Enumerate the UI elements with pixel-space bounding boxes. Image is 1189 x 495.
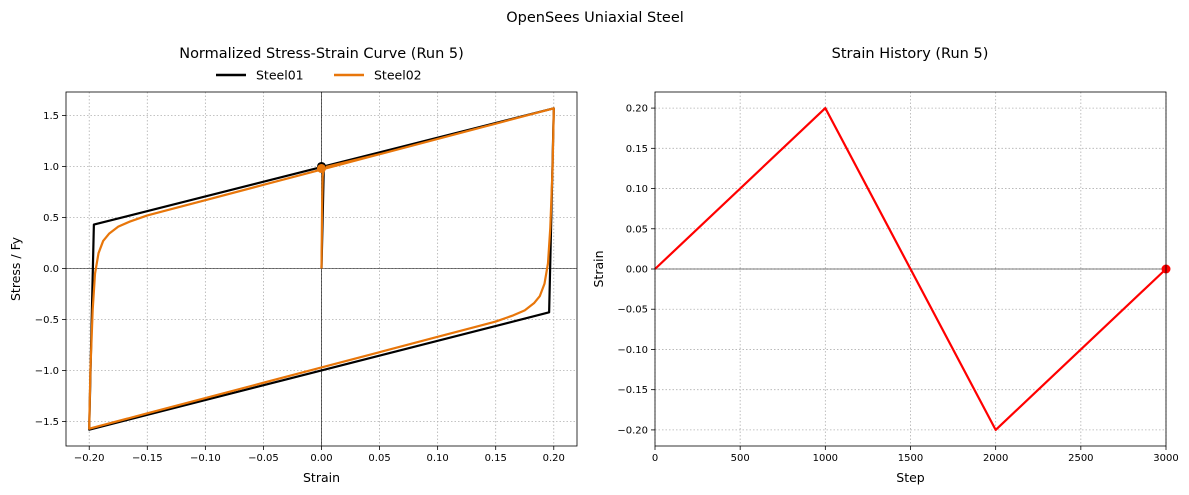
strain-history-y-tick-label: 0.05 xyxy=(626,224,648,235)
stress-strain-y-tick-label: 1.5 xyxy=(43,111,59,122)
strain-history-y-tick-label: −0.20 xyxy=(617,425,648,436)
stress-strain-y-tick-label: 0.0 xyxy=(43,264,59,275)
stress-strain-markers xyxy=(317,161,326,174)
stress-strain-x-tick-label: −0.05 xyxy=(248,453,279,464)
strain-history-y-tick-label: 0.10 xyxy=(626,184,648,195)
strain-history-y-tick-label: −0.10 xyxy=(617,345,648,356)
stress-strain-y-tick-label: 1.0 xyxy=(43,162,59,173)
stress-strain-lines xyxy=(88,107,555,431)
series-line-steel01 xyxy=(88,107,555,431)
strain-history-x-tick-label: 3000 xyxy=(1153,453,1178,464)
stress-strain-y-tick-label: −1.5 xyxy=(35,417,59,428)
strain-history-x-tick-label: 0 xyxy=(652,453,658,464)
strain-history-x-ticks: 0 500 1000 1500 2000 2500 3000 xyxy=(652,446,1179,464)
stress-strain-x-tick-label: −0.20 xyxy=(74,453,105,464)
series-line-strain xyxy=(654,106,1167,432)
strain-history-y-tick-label: −0.05 xyxy=(617,305,648,316)
strain-history-x-tick-label: 2500 xyxy=(1068,453,1093,464)
strain-history-x-tick-label: 500 xyxy=(731,453,750,464)
strain-history-y-label: Strain xyxy=(591,250,606,287)
stress-strain-y-tick-label: 0.5 xyxy=(43,213,59,224)
stress-strain-title: Normalized Stress-Strain Curve (Run 5) xyxy=(179,46,464,62)
strain-history-y-tick-label: 0.20 xyxy=(626,104,648,115)
stress-strain-x-tick-label: 0.00 xyxy=(310,453,332,464)
stress-strain-zero-lines xyxy=(66,92,577,446)
strain-history-x-label: Step xyxy=(896,470,925,485)
stress-strain-y-ticks: −1.5 −1.0 −0.5 0.0 0.5 1.0 1.5 xyxy=(35,111,66,428)
stress-strain-x-tick-label: 0.15 xyxy=(485,453,507,464)
legend-label-steel01: Steel01 xyxy=(256,68,304,83)
strain-history-x-tick-label: 2000 xyxy=(983,453,1008,464)
strain-history-x-tick-label: 1000 xyxy=(813,453,838,464)
figure-suptitle: OpenSees Uniaxial Steel xyxy=(506,10,684,26)
stress-strain-chart: Normalized Stress-Strain Curve (Run 5) −… xyxy=(8,46,578,485)
stress-strain-y-tick-label: −0.5 xyxy=(35,315,59,326)
strain-history-x-tick-label: 1500 xyxy=(898,453,923,464)
stress-strain-legend: Steel01 Steel02 xyxy=(216,68,422,83)
series-line-steel02 xyxy=(88,107,555,430)
stress-strain-y-label: Stress / Fy xyxy=(8,236,23,301)
series-marker-steel02 xyxy=(317,164,326,174)
stress-strain-x-ticks: −0.20 −0.15 −0.10 −0.05 0.00 0.05 0.10 0.15 0.20 xyxy=(74,446,565,464)
stress-strain-x-tick-label: −0.15 xyxy=(132,453,163,464)
legend-label-steel02: Steel02 xyxy=(374,68,422,83)
strain-history-chart: Strain History (Run 5) 0 500 1000 1500 2000 2… xyxy=(591,46,1179,485)
strain-history-y-tick-label: 0.00 xyxy=(626,265,648,276)
stress-strain-x-tick-label: 0.05 xyxy=(368,453,390,464)
stress-strain-x-tick-label: 0.10 xyxy=(427,453,449,464)
stress-strain-x-label: Strain xyxy=(303,470,340,485)
strain-history-y-ticks: −0.20 −0.15 −0.10 −0.05 0.00 0.05 0.10 0.15 0.20 xyxy=(617,104,655,436)
stress-strain-x-tick-label: −0.10 xyxy=(190,453,221,464)
stress-strain-x-tick-label: 0.20 xyxy=(543,453,565,464)
strain-history-y-tick-label: −0.15 xyxy=(617,385,648,396)
stress-strain-y-tick-label: −1.0 xyxy=(35,366,59,377)
strain-history-title: Strain History (Run 5) xyxy=(832,46,989,62)
strain-history-y-tick-label: 0.15 xyxy=(626,144,648,155)
strain-history-lines xyxy=(654,106,1167,432)
